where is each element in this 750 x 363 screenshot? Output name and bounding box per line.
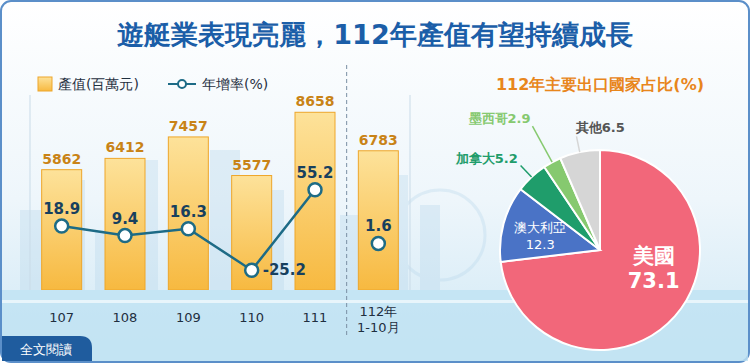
line-marker bbox=[182, 222, 195, 235]
bar-label: 7457 bbox=[169, 118, 208, 134]
legend-swatch bbox=[38, 77, 52, 91]
line-label: 16.3 bbox=[170, 203, 207, 221]
bar bbox=[168, 137, 208, 290]
legend-marker bbox=[178, 80, 186, 88]
pie-slice bbox=[501, 150, 700, 350]
tick-line: 111 bbox=[303, 310, 328, 325]
pie-category-label: 加拿大 bbox=[455, 151, 496, 166]
pie-category-label: 其他 bbox=[575, 120, 603, 135]
pie-value-label: 2.9 bbox=[508, 111, 531, 126]
bar-label: 5577 bbox=[232, 157, 271, 173]
pie-category-label: 美國 bbox=[632, 244, 675, 268]
plot-area bbox=[42, 112, 399, 290]
line-label: 18.9 bbox=[43, 200, 80, 218]
x-tick-label: 111 bbox=[303, 310, 328, 325]
pie-value-label: 12.3 bbox=[526, 237, 555, 252]
tick-line: 1-10月 bbox=[357, 320, 400, 335]
line-label: -25.2 bbox=[263, 261, 306, 279]
pie-category-label: 澳大利亞 bbox=[514, 220, 566, 235]
line-marker bbox=[245, 264, 258, 277]
pie-value-label: 5.2 bbox=[495, 151, 518, 166]
root: 遊艇業表現亮麗，112年產值有望持續成長 5862 18.9 6412 9.4 7457 1… bbox=[0, 0, 750, 363]
bar bbox=[105, 158, 145, 290]
line-label: 1.6 bbox=[365, 217, 392, 235]
tick-line: 110 bbox=[239, 310, 264, 325]
y-axis-line bbox=[30, 95, 31, 290]
main-title: 遊艇業表現亮麗，112年產值有望持續成長 bbox=[117, 19, 632, 50]
line-label: 55.2 bbox=[296, 164, 333, 182]
line-marker bbox=[309, 183, 322, 196]
frame bbox=[1, 1, 749, 362]
legend-label: 年增率(%) bbox=[202, 76, 268, 92]
pie-labels: 美國73.1 澳大利亞 12.3 加拿大5.2 墨西哥2.9 其他6.5 bbox=[455, 111, 680, 293]
line-marker bbox=[55, 220, 68, 233]
ferris-wheel bbox=[395, 190, 485, 280]
line-label: 9.4 bbox=[112, 210, 139, 228]
tick-line: 112年 bbox=[359, 304, 397, 319]
pie-outer-label: 加拿大5.2 bbox=[455, 151, 518, 166]
tick-line: 108 bbox=[113, 310, 138, 325]
leader-line bbox=[521, 165, 532, 177]
legend-label: 產值(百萬元) bbox=[58, 76, 139, 92]
bar-label: 6412 bbox=[106, 139, 145, 155]
bar-label: 8658 bbox=[296, 93, 335, 109]
line-marker bbox=[372, 237, 385, 250]
tick-line: 109 bbox=[176, 310, 201, 325]
pie-value-label: 73.1 bbox=[628, 269, 680, 293]
tick-line: 107 bbox=[49, 310, 74, 325]
chart-svg: 遊艇業表現亮麗，112年產值有望持續成長 5862 18.9 6412 9.4 7457 1… bbox=[0, 0, 750, 363]
x-tick-label: 110 bbox=[239, 310, 264, 325]
pie-category-label: 墨西哥 bbox=[468, 111, 508, 126]
growth-line bbox=[62, 190, 379, 270]
y2-axis-line bbox=[410, 95, 411, 290]
bar-label: 5862 bbox=[42, 151, 81, 167]
bar bbox=[358, 151, 398, 290]
pie-outer-label: 其他6.5 bbox=[575, 120, 625, 135]
x-tick-label: 112年1-10月 bbox=[357, 304, 400, 335]
bar bbox=[42, 170, 82, 290]
line-marker bbox=[119, 229, 132, 242]
read-more-tab[interactable] bbox=[2, 336, 92, 361]
read-more-text[interactable]: 全文閱讀 bbox=[20, 342, 72, 357]
pie-slice bbox=[560, 150, 600, 250]
pie-outer-label: 墨西哥2.9 bbox=[468, 111, 531, 126]
x-tick-label: 107 bbox=[49, 310, 74, 325]
leader-line bbox=[576, 136, 579, 152]
skyline bbox=[20, 150, 485, 290]
pie bbox=[500, 150, 700, 350]
leader-line bbox=[532, 126, 552, 162]
pie-title: 112年主要出口國家占比(%) bbox=[496, 75, 704, 94]
separator bbox=[346, 65, 347, 335]
bar-label: 6783 bbox=[359, 132, 398, 148]
legend: 產值(百萬元) 年增率(%) bbox=[38, 76, 268, 92]
x-tick-label: 108 bbox=[113, 310, 138, 325]
pie-value-label: 6.5 bbox=[602, 120, 625, 135]
x-tick-label: 109 bbox=[176, 310, 201, 325]
